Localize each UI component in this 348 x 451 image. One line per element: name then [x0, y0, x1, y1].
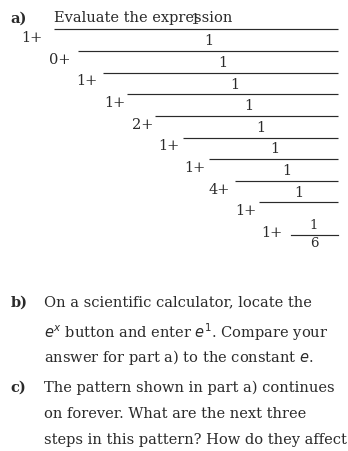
Text: 1+: 1+	[184, 161, 206, 175]
Text: $e^x$ button and enter $e^1$. Compare your: $e^x$ button and enter $e^1$. Compare yo…	[44, 322, 328, 343]
Text: 1: 1	[283, 164, 292, 178]
Text: c): c)	[10, 381, 26, 395]
Text: 1: 1	[270, 143, 279, 156]
Text: 1: 1	[256, 121, 266, 135]
Text: 1+: 1+	[158, 139, 180, 153]
Text: On a scientific calculator, locate the: On a scientific calculator, locate the	[44, 295, 311, 309]
Text: b): b)	[10, 295, 27, 309]
Text: 1+: 1+	[235, 204, 256, 218]
Text: 1: 1	[204, 34, 213, 48]
Text: 1+: 1+	[21, 31, 42, 45]
Text: 1+: 1+	[77, 74, 98, 88]
Text: Evaluate the expression: Evaluate the expression	[54, 11, 232, 25]
Text: 2+: 2+	[132, 118, 153, 132]
Text: 1: 1	[310, 219, 318, 232]
Text: 1: 1	[230, 78, 239, 92]
Text: The pattern shown in part a) continues: The pattern shown in part a) continues	[44, 381, 334, 395]
Text: 4+: 4+	[209, 183, 230, 197]
Text: a): a)	[10, 11, 27, 25]
Text: 6: 6	[310, 237, 318, 250]
Text: answer for part a) to the constant $e$.: answer for part a) to the constant $e$.	[44, 348, 313, 367]
Text: steps in this pattern? How do they affect: steps in this pattern? How do they affec…	[44, 433, 346, 447]
Text: on forever. What are the next three: on forever. What are the next three	[44, 407, 306, 421]
Text: 1: 1	[218, 56, 227, 70]
Text: 1: 1	[190, 13, 199, 27]
Text: 1+: 1+	[261, 226, 282, 240]
Text: 0+: 0+	[49, 53, 70, 67]
Text: 1: 1	[244, 99, 253, 113]
Text: 1+: 1+	[104, 96, 126, 110]
Text: 1: 1	[295, 186, 304, 200]
